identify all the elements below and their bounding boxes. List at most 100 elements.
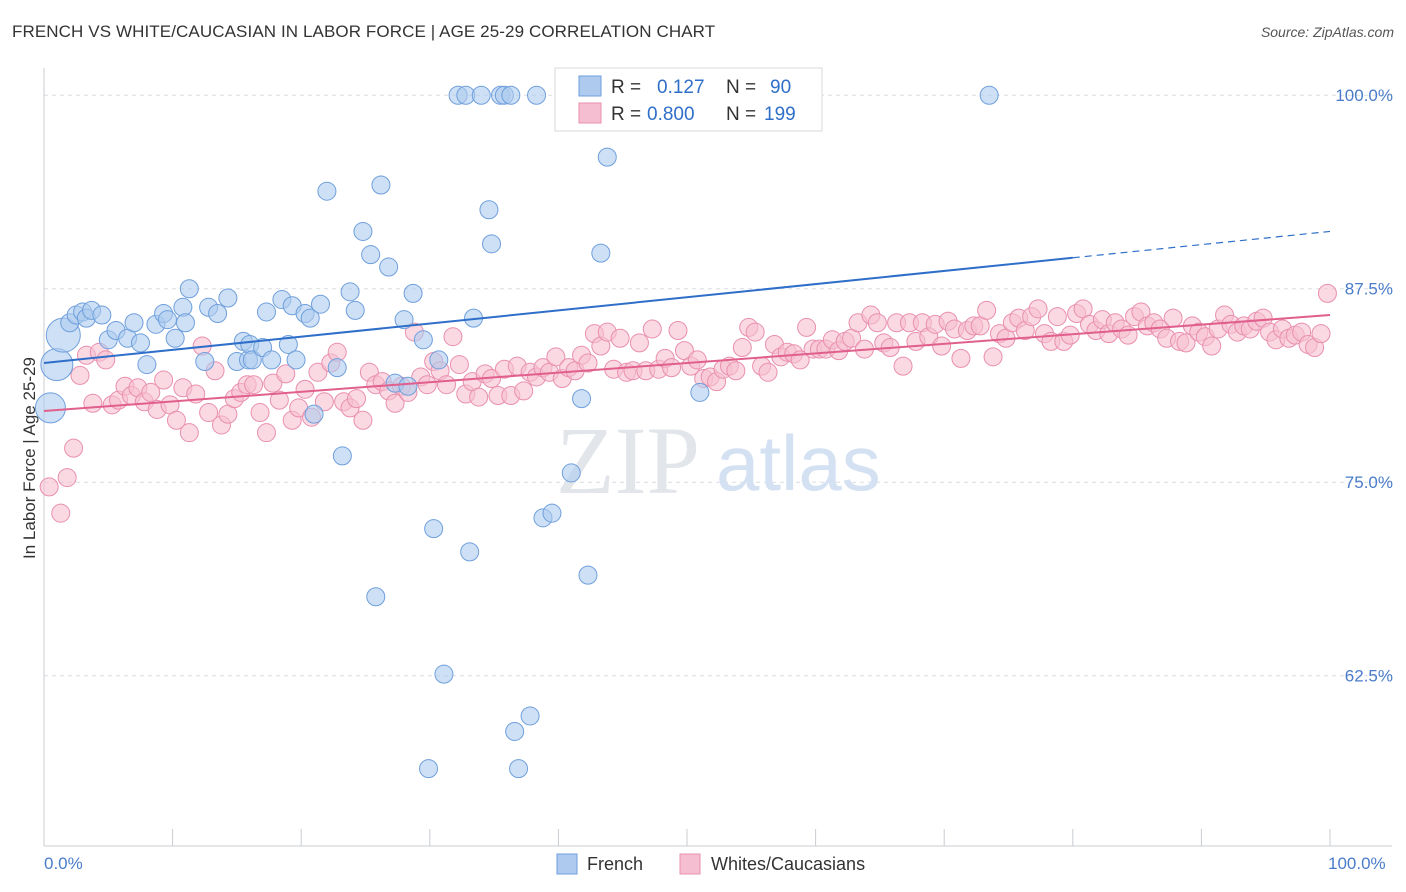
bottom-legend-swatch-whites [679, 853, 701, 875]
whites-point [642, 319, 662, 339]
whites-trend-line [43, 314, 1331, 413]
legend-n-value-whites: 199 [764, 104, 796, 125]
x-tick-label-0: 0.0% [44, 854, 83, 873]
french-point [208, 303, 228, 323]
whites-point [977, 300, 997, 320]
whites-point [276, 364, 296, 384]
bottom-legend: French Whites/Caucasians [556, 853, 865, 875]
axes [43, 68, 1392, 847]
legend-r-label-whites: R = [611, 104, 641, 125]
whites-point [726, 361, 746, 381]
french-point [505, 721, 525, 741]
french-point [179, 279, 199, 299]
legend-n-label-french: N = [726, 77, 756, 98]
whites-point [514, 381, 534, 401]
whites-point [263, 373, 283, 393]
french-point [40, 348, 74, 382]
whites-point [732, 338, 752, 358]
french-point [419, 759, 439, 779]
french-point [286, 350, 306, 370]
whites-point [314, 392, 334, 412]
whites-point [199, 403, 219, 423]
french-point [413, 330, 433, 350]
french-point [137, 355, 157, 375]
whites-point [295, 379, 315, 399]
watermark-zip: ZIP [556, 407, 700, 514]
french-point [501, 85, 521, 105]
whites-point [57, 468, 77, 488]
whites-point [353, 410, 373, 430]
whites-point [629, 333, 649, 353]
whites-point [154, 370, 174, 390]
french-point [403, 283, 423, 303]
whites-point [141, 382, 161, 402]
french-point [597, 147, 617, 167]
french-point [394, 310, 414, 330]
whites-point [449, 355, 469, 375]
french-point [429, 350, 449, 370]
whites-point [39, 477, 59, 497]
chart-title: FRENCH VS WHITE/CAUCASIAN IN LABOR FORCE… [12, 22, 716, 41]
french-point [471, 85, 491, 105]
french-point [561, 463, 581, 483]
whites-point [244, 375, 264, 395]
french-point [690, 382, 710, 402]
french-point [460, 542, 480, 562]
french-point [434, 664, 454, 684]
french-point [379, 257, 399, 277]
legend-n-label-whites: N = [726, 104, 756, 125]
whites-point [983, 347, 1003, 367]
x-tick-label-100: 100.0% [1328, 854, 1386, 873]
whites-point [745, 322, 765, 342]
whites-point [385, 393, 405, 413]
y-tick-label: 62.5% [1345, 667, 1393, 686]
whites-point [51, 503, 71, 523]
french-point [165, 328, 185, 348]
whites-point [578, 353, 598, 373]
french-point [353, 221, 373, 241]
french-point [124, 313, 144, 333]
whites-point [250, 403, 270, 423]
whites-point [610, 328, 630, 348]
whites-point [166, 410, 186, 430]
watermark-atlas: atlas [716, 419, 881, 507]
legend-r-label-french: R = [611, 77, 641, 98]
whites-point [668, 321, 688, 341]
french-point [366, 587, 386, 607]
french-point [262, 350, 282, 370]
whites-point [797, 317, 817, 337]
french-point [242, 350, 262, 370]
whites-point [83, 393, 103, 413]
whites-point [687, 350, 707, 370]
whites-point [1028, 299, 1048, 319]
whites-point [269, 390, 289, 410]
series-whites-caucasians-points [39, 283, 1337, 523]
legend-n-value-french: 90 [770, 77, 791, 98]
whites-point [64, 438, 84, 458]
y-tick-label: 75.0% [1345, 473, 1393, 492]
french-point [92, 305, 112, 325]
french-point [195, 351, 215, 371]
whites-point [1202, 336, 1222, 356]
whites-point [308, 362, 328, 382]
whites-point [893, 356, 913, 376]
french-point [130, 333, 150, 353]
french-trend-line [43, 256, 1073, 365]
whites-point [437, 375, 457, 395]
french-point [327, 358, 347, 378]
french-point [542, 503, 562, 523]
french-point [345, 300, 365, 320]
french-point [371, 175, 391, 195]
french-point [527, 85, 547, 105]
french-point [340, 282, 360, 302]
french-point [424, 519, 444, 539]
whites-point [443, 327, 463, 347]
whites-point [1047, 307, 1067, 327]
french-point [361, 245, 381, 265]
whites-point [758, 362, 778, 382]
bottom-legend-label-french: French [587, 854, 643, 874]
whites-point [70, 365, 90, 385]
trend-lines [43, 230, 1331, 413]
french-point [572, 389, 592, 409]
french-point [218, 288, 238, 308]
